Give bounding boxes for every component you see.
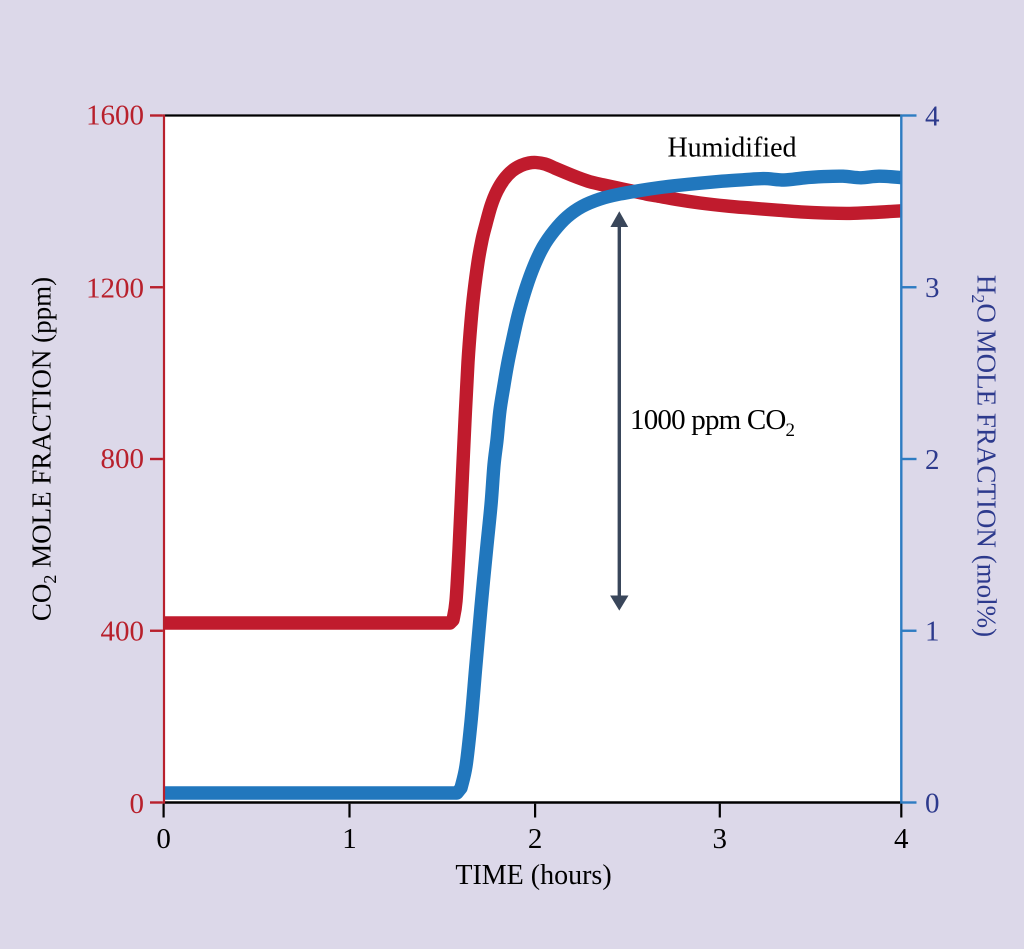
svg-text:0: 0 (156, 823, 171, 855)
svg-text:3: 3 (713, 823, 728, 855)
svg-text:1600: 1600 (86, 100, 144, 132)
svg-text:0: 0 (130, 788, 145, 820)
svg-text:3: 3 (925, 272, 940, 304)
svg-text:400: 400 (101, 616, 145, 648)
svg-text:Humidified: Humidified (667, 133, 796, 164)
svg-text:800: 800 (101, 443, 145, 475)
svg-text:1000 ppm CO2: 1000 ppm CO2 (630, 404, 795, 441)
svg-text:2: 2 (528, 823, 543, 855)
svg-text:4: 4 (925, 101, 940, 133)
svg-text:1: 1 (925, 616, 940, 648)
svg-text:2: 2 (925, 444, 940, 476)
svg-text:4: 4 (894, 823, 909, 855)
svg-text:H2O MOLE FRACTION (mol%): H2O MOLE FRACTION (mol%) (968, 275, 1002, 637)
svg-text:CO2 MOLE FRACTION (ppm): CO2 MOLE FRACTION (ppm) (27, 277, 61, 621)
svg-text:1: 1 (342, 823, 357, 855)
svg-text:TIME (hours): TIME (hours) (455, 860, 611, 891)
svg-text:1200: 1200 (86, 272, 144, 304)
svg-text:0: 0 (925, 787, 940, 819)
